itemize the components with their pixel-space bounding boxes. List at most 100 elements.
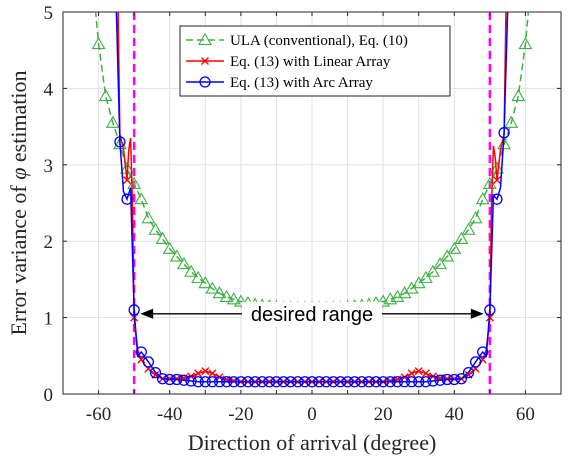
legend-marker-1 — [201, 57, 209, 65]
legend-marker-0 — [198, 32, 212, 46]
y-axis-label-suffix: estimation — [6, 70, 31, 167]
series-marker — [128, 304, 140, 316]
series-marker — [206, 376, 219, 388]
legend-label-0: ULA (conventional), Eq. (10) — [230, 33, 408, 49]
series-marker — [142, 356, 155, 368]
series-marker — [185, 375, 197, 387]
series-marker — [192, 376, 204, 388]
series-marker — [427, 375, 439, 387]
series-marker — [98, 88, 113, 102]
series-marker — [141, 211, 156, 224]
series-marker — [413, 376, 425, 388]
series-marker — [162, 241, 177, 254]
desired-range-bounds — [132, 12, 492, 394]
series-marker — [235, 376, 247, 388]
series-2 — [114, 12, 510, 388]
series-marker — [199, 376, 211, 388]
series-marker — [334, 376, 347, 388]
series-marker — [441, 373, 453, 386]
series-marker — [91, 36, 106, 50]
x-tick-label: 40 — [445, 404, 464, 425]
series-marker — [349, 376, 361, 388]
series-marker — [418, 270, 433, 283]
series-marker — [433, 257, 448, 270]
series-marker — [498, 127, 510, 139]
series-marker — [491, 193, 503, 205]
y-axis-label-prefix: Error variance of — [6, 180, 31, 336]
series-marker — [447, 241, 462, 254]
series-marker — [176, 257, 191, 270]
annotation-text-bg — [242, 301, 382, 326]
x-tick-label: -60 — [86, 404, 111, 425]
series-marker — [462, 366, 475, 379]
series-marker — [155, 231, 170, 244]
series-marker — [461, 222, 476, 235]
series-marker — [454, 231, 469, 244]
series-marker — [194, 369, 203, 378]
series-marker — [497, 137, 512, 150]
series-marker — [341, 376, 354, 388]
series-marker — [121, 193, 133, 205]
annotation-arrowhead-left — [140, 308, 154, 319]
series-line — [94, 12, 530, 309]
axis-ticks: -60 -40 -20 0 20 40 60 0 1 2 3 4 5 — [44, 3, 562, 425]
series-marker — [191, 270, 206, 283]
series-marker — [208, 369, 217, 378]
series-marker — [149, 366, 162, 379]
series-marker — [414, 367, 423, 376]
x-tick-label: 60 — [516, 404, 535, 425]
series-marker — [320, 376, 332, 388]
legend: ULA (conventional), Eq. (10) Eq. (13) wit… — [179, 25, 451, 97]
y-tick-label: 5 — [44, 3, 54, 24]
annotation-group: desired range — [140, 301, 484, 326]
series-marker — [212, 286, 227, 299]
x-tick-label: 0 — [307, 404, 317, 425]
y-tick-label: 3 — [44, 156, 54, 177]
series-marker — [292, 376, 304, 388]
series-marker — [421, 369, 430, 378]
legend-label-2: Eq. (13) with Arc Array — [230, 75, 373, 91]
legend-label-1: Eq. (13) with Linear Array — [230, 54, 391, 70]
x-axis-label: Direction of arrival (degree) — [188, 430, 437, 455]
series-marker — [220, 376, 233, 388]
series-marker — [313, 376, 325, 388]
series-marker — [171, 373, 183, 386]
series-marker — [198, 276, 213, 289]
series-marker — [384, 376, 396, 388]
y-tick-label: 2 — [44, 232, 54, 253]
series-marker — [370, 376, 382, 388]
series-marker — [391, 376, 404, 388]
legend-marker-2 — [199, 76, 211, 88]
x-tick-label: 20 — [374, 404, 393, 425]
series-marker — [327, 376, 339, 388]
series-marker — [134, 192, 149, 205]
series-marker — [390, 289, 405, 303]
series-marker — [114, 136, 126, 148]
annotation-arrowhead-right — [470, 308, 484, 319]
series-marker — [219, 289, 234, 303]
series-marker — [135, 346, 147, 358]
series-marker — [484, 304, 496, 316]
y-axis-label-symbol: φ — [6, 168, 31, 180]
y-tick-label: 0 — [44, 385, 54, 406]
annotation-text: desired range — [251, 304, 373, 326]
series-marker — [226, 292, 241, 305]
series-marker — [156, 373, 169, 385]
series-marker — [511, 88, 526, 102]
series-group — [91, 12, 533, 388]
series-marker — [164, 373, 176, 386]
series-marker — [270, 376, 283, 388]
series-marker — [434, 374, 446, 386]
y-tick-label: 1 — [44, 309, 54, 330]
x-tick-label: -40 — [157, 404, 182, 425]
series-marker — [205, 281, 220, 294]
series-marker — [448, 373, 460, 386]
series-marker — [306, 376, 318, 388]
series-marker — [377, 376, 389, 388]
series-marker — [363, 376, 375, 388]
series-marker — [518, 36, 533, 50]
series-marker — [123, 176, 132, 185]
series-marker — [256, 376, 268, 388]
y-tick-label: 4 — [44, 79, 54, 100]
